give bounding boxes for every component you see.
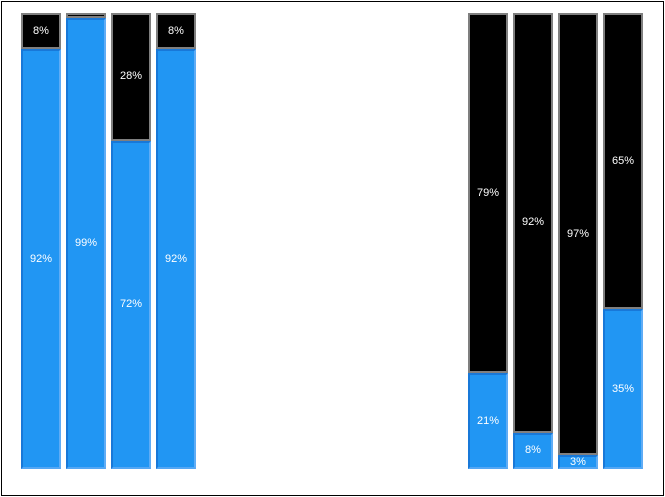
bar-segment-black: 28% — [111, 13, 151, 141]
bar-segment-blue: 72% — [111, 140, 151, 469]
bar-segment-blue: 92% — [21, 49, 61, 469]
bar-group-right: 79% 21% 92% 8% 97% 3% 65% 35% — [468, 13, 643, 469]
bar-segment-black: 8% — [21, 13, 61, 50]
segment-label: 8% — [33, 24, 49, 37]
bar-segment-blue: 3% — [558, 455, 598, 469]
segment-label: 21% — [476, 414, 500, 427]
segment-label: 35% — [611, 382, 635, 395]
segment-label: 8% — [168, 24, 184, 37]
bar-segment-blue: 99% — [66, 17, 106, 469]
bar-segment-blue: 21% — [468, 373, 508, 469]
segment-label: 99% — [74, 236, 98, 249]
bar-segment-blue: 92% — [156, 49, 196, 469]
segment-label: 92% — [521, 216, 545, 229]
segment-label: 92% — [164, 252, 188, 265]
stacked-bar: 92% 8% — [513, 13, 553, 469]
bar-segment-black: 65% — [603, 13, 643, 310]
bar-group-left: 8% 92% 99% 28% 72% 8% 92% — [21, 13, 196, 469]
stacked-bar: 97% 3% — [558, 13, 598, 469]
stacked-bar: 28% 72% — [111, 13, 151, 469]
segment-label: 92% — [29, 252, 53, 265]
bar-segment-black: 97% — [558, 13, 598, 456]
segment-label: 8% — [525, 444, 541, 457]
stacked-bar: 65% 35% — [603, 13, 643, 469]
stacked-bar: 99% — [66, 13, 106, 469]
segment-label: 79% — [476, 186, 500, 199]
segment-label: 65% — [611, 154, 635, 167]
bar-segment-blue: 35% — [603, 309, 643, 469]
stacked-bar: 8% 92% — [156, 13, 196, 469]
segment-label: 97% — [566, 227, 590, 240]
bar-segment-black: 92% — [513, 13, 553, 433]
bar-segment-black: 79% — [468, 13, 508, 374]
stacked-bar: 8% 92% — [21, 13, 61, 469]
segment-label: 72% — [119, 298, 143, 311]
bar-segment-blue: 8% — [513, 432, 553, 469]
segment-label: 28% — [119, 70, 143, 83]
bar-segment-black: 8% — [156, 13, 196, 50]
bar-segment-black — [66, 13, 106, 18]
stacked-bar: 79% 21% — [468, 13, 508, 469]
segment-label: 3% — [570, 455, 586, 468]
